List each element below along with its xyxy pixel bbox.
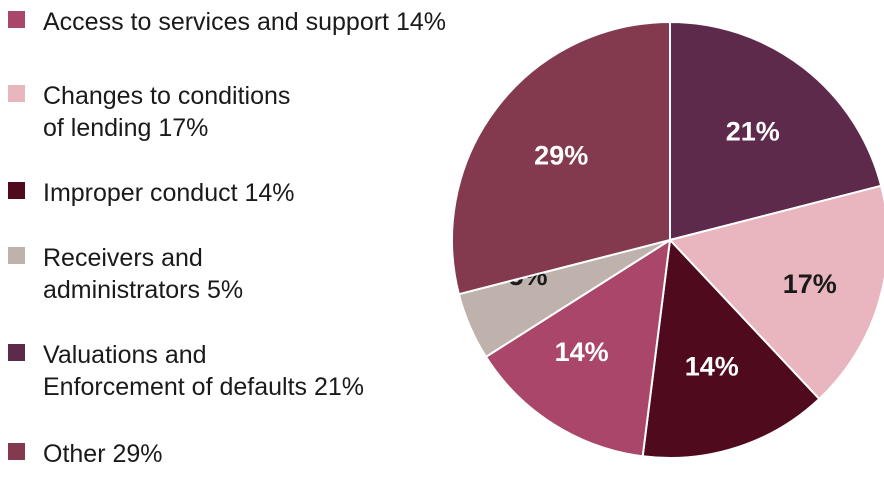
pie-slice-6 [451,20,671,296]
legend-label: Improper conduct 14% [43,179,295,207]
legend-item: Access to services and support 14% [8,6,446,38]
legend-item: Receivers and administrators 5% [8,242,243,306]
slice-data-label-4: 14% [555,337,609,367]
legend-item: Changes to conditions of lending 17% [8,80,290,144]
legend-swatch [8,344,25,361]
slice-data-label-2: 17% [783,269,837,299]
legend-item: Other 29% [8,438,163,470]
legend-swatch [8,11,25,28]
pie-slice-3 [641,237,821,459]
legend-item: Improper conduct 14% [8,177,295,209]
legend-swatch [8,247,25,264]
legend-label: Access to services and support 14% [43,8,446,36]
legend-swatch [8,182,25,199]
slice-data-label-6: 29% [534,140,588,170]
pie-slice-2 [668,184,884,401]
slice-data-label-1: 21% [726,116,780,146]
slice-data-label-3: 14% [685,352,739,382]
legend-label: Receivers and administrators 5% [43,244,244,304]
legend-label: Valuations and Enforcement of defaults 2… [43,341,365,401]
legend-swatch [8,85,25,102]
pie-slice-1 [669,20,883,242]
legend-item: Valuations and Enforcement of defaults 2… [8,339,364,403]
legend-swatch [8,443,25,460]
pie-slice-4 [484,238,672,458]
legend-label: Changes to conditions of lending 17% [43,82,291,142]
legend-label: Other 29% [43,440,163,468]
